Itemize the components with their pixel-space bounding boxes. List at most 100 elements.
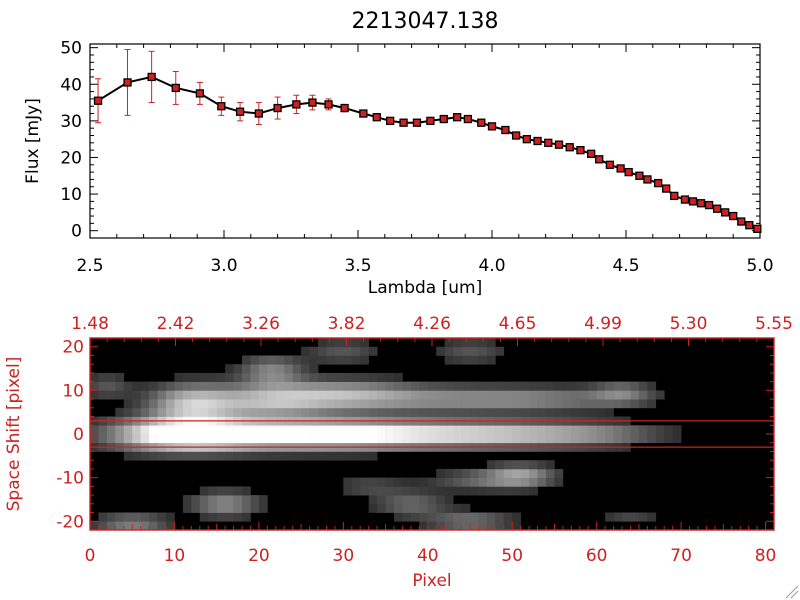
image-cell xyxy=(191,434,201,444)
image-cell xyxy=(579,381,589,391)
image-cell xyxy=(123,381,133,391)
image-cell xyxy=(444,355,454,365)
image-cell xyxy=(115,434,125,444)
image-cell xyxy=(385,486,395,496)
data-point xyxy=(605,160,615,169)
image-cell xyxy=(410,425,420,435)
image-cell xyxy=(258,364,268,374)
image-cell xyxy=(174,399,184,409)
image-cell xyxy=(174,372,184,382)
image-cell xyxy=(495,512,505,522)
image-cell xyxy=(275,451,285,461)
image-cell xyxy=(343,451,353,461)
image-cell xyxy=(647,434,657,444)
image-cell xyxy=(106,390,116,400)
image-cell xyxy=(427,390,437,400)
image-cell xyxy=(495,460,505,470)
image-cell xyxy=(537,407,547,417)
image-cell xyxy=(613,390,623,400)
image-cell xyxy=(233,451,243,461)
image-cell xyxy=(334,381,344,391)
image-cell xyxy=(546,425,555,435)
image-cell xyxy=(596,425,606,435)
image-cell xyxy=(208,512,217,522)
image-cell xyxy=(250,355,260,365)
image-cell xyxy=(486,425,496,435)
image-cell xyxy=(242,503,251,513)
image-cell xyxy=(419,434,429,444)
image-cell xyxy=(436,512,445,522)
image-cell xyxy=(368,346,378,356)
image-cell xyxy=(630,425,640,435)
image-cell xyxy=(520,407,530,417)
image-cell xyxy=(562,381,572,391)
image-cell xyxy=(486,460,496,470)
image-cell xyxy=(351,399,361,409)
image-y-axis-label: Space Shift [pixel] xyxy=(4,357,24,512)
image-cell xyxy=(334,399,344,409)
data-point xyxy=(729,211,738,221)
image-cell xyxy=(123,407,133,417)
image-cell xyxy=(208,503,217,513)
image-cell xyxy=(149,512,158,522)
image-cell xyxy=(529,407,538,417)
image-cell xyxy=(427,521,437,531)
image-cell xyxy=(427,381,437,391)
image-cell xyxy=(267,372,277,382)
image-cell xyxy=(343,477,353,487)
image-cell xyxy=(385,381,395,391)
image-cell xyxy=(351,372,361,382)
image-cell xyxy=(284,451,293,461)
image-cell xyxy=(284,364,293,374)
image-cell xyxy=(242,355,251,365)
image-cell xyxy=(292,372,302,382)
image-cell xyxy=(140,390,150,400)
image-cell xyxy=(622,399,631,409)
image-cell xyxy=(410,434,420,444)
image-cell xyxy=(233,399,243,409)
image-cell xyxy=(267,355,277,365)
image-cell xyxy=(512,407,521,417)
image-cell xyxy=(579,425,589,435)
image-cell xyxy=(360,381,369,391)
image-cell xyxy=(503,486,513,496)
image-cell xyxy=(647,399,657,409)
data-point xyxy=(477,118,486,127)
image-cell xyxy=(394,399,403,409)
image-cell xyxy=(199,503,209,513)
image-cell xyxy=(377,503,386,513)
image-cell xyxy=(546,399,555,409)
image-cell xyxy=(275,364,285,374)
image-cell xyxy=(495,346,505,356)
resize-grip-icon[interactable] xyxy=(785,585,799,599)
image-cell xyxy=(554,434,564,444)
image-cell xyxy=(385,503,395,513)
image-cell xyxy=(622,390,631,400)
image-cell xyxy=(436,503,445,513)
image-cell xyxy=(140,434,150,444)
image-cell xyxy=(301,364,310,374)
image-cell xyxy=(537,468,547,478)
image-cell xyxy=(495,468,505,478)
image-cell xyxy=(140,451,150,461)
image-cell xyxy=(343,399,353,409)
image-cell xyxy=(470,434,479,444)
image-cell xyxy=(486,434,496,444)
image-cell xyxy=(453,434,462,444)
image-cell xyxy=(318,346,327,356)
image-cell xyxy=(453,503,462,513)
image-cell xyxy=(123,425,133,435)
image-cell xyxy=(419,425,429,435)
image-cell xyxy=(368,451,378,461)
image-cell xyxy=(326,451,336,461)
image-cell xyxy=(351,434,361,444)
image-cell xyxy=(478,468,488,478)
image-cell xyxy=(394,495,403,505)
image-cell xyxy=(546,407,555,417)
image-cell xyxy=(343,486,353,496)
lambda-tick-label: 4.99 xyxy=(584,314,622,334)
image-cell xyxy=(132,521,141,531)
image-cell xyxy=(258,381,268,391)
image-cell xyxy=(157,381,167,391)
image-cell xyxy=(368,434,378,444)
